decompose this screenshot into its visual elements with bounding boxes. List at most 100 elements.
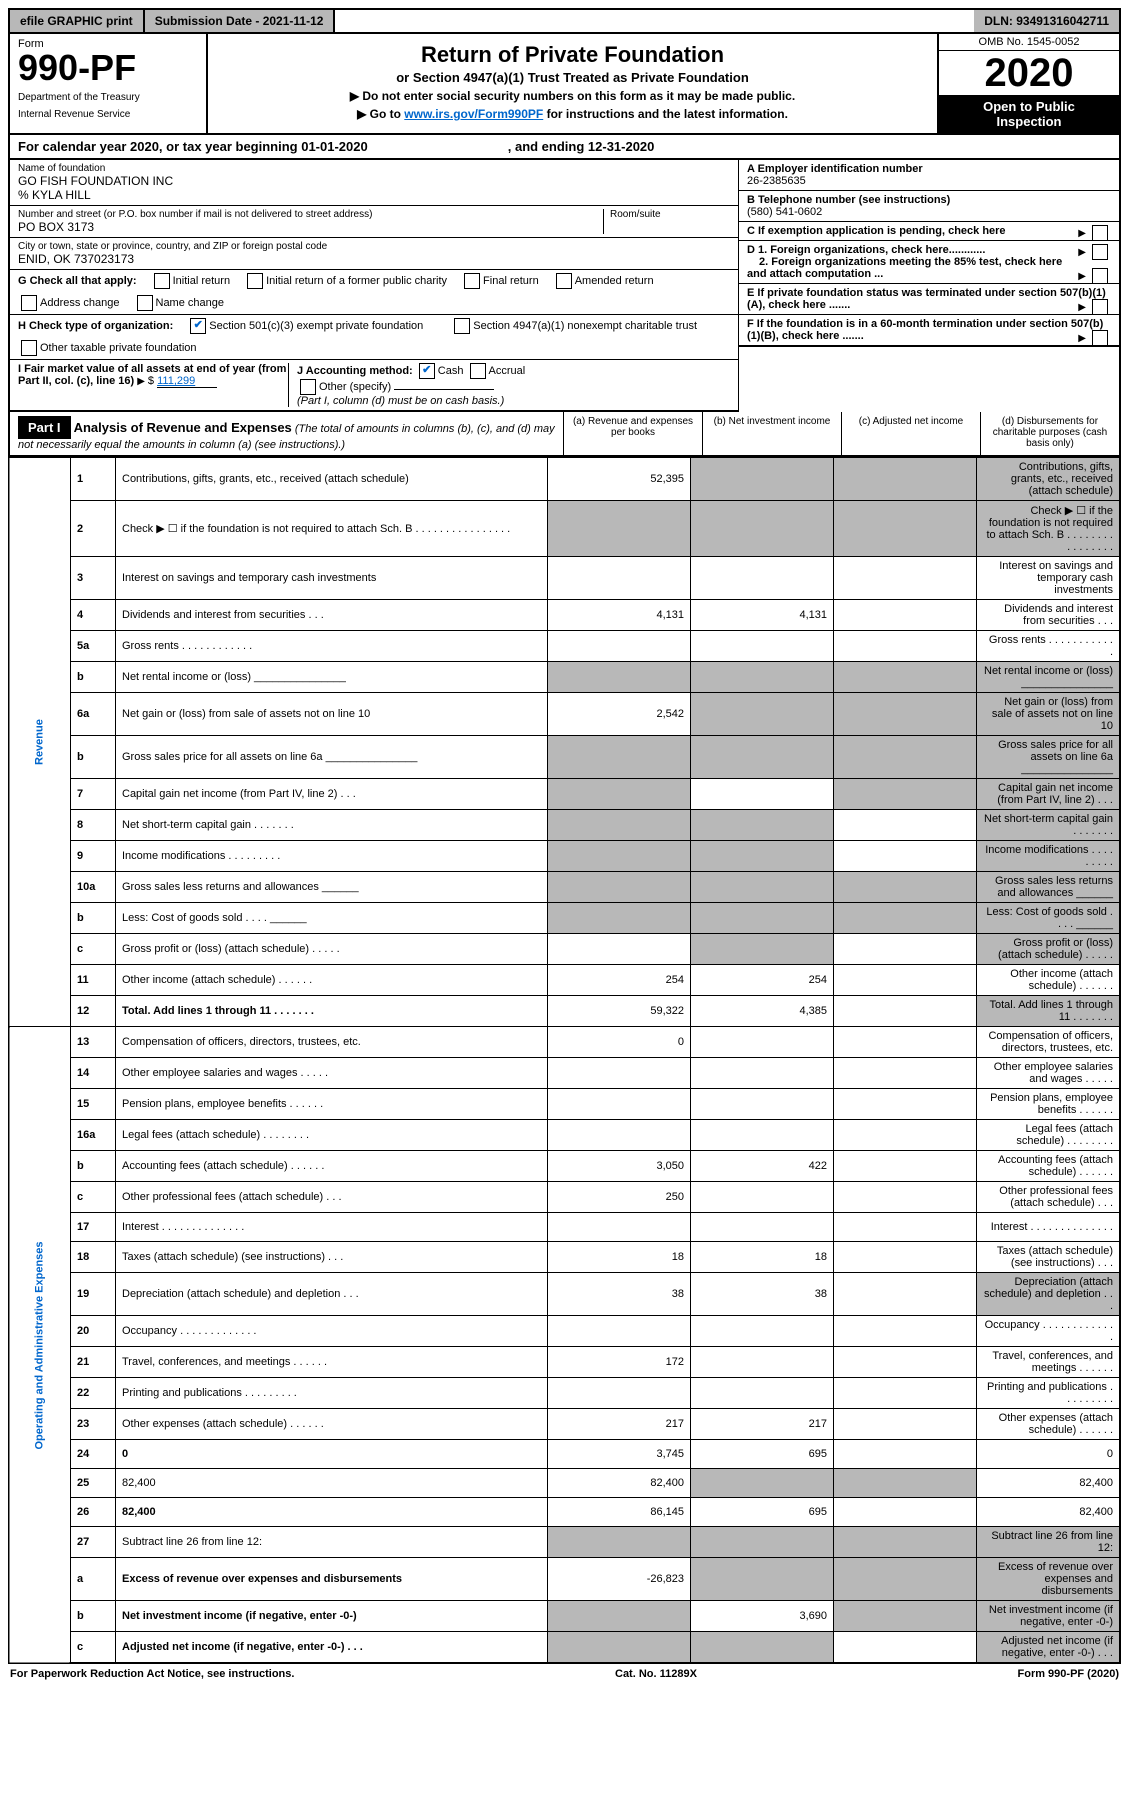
- line-number: 19: [71, 1273, 116, 1316]
- line-desc: Adjusted net income (if negative, enter …: [116, 1632, 548, 1664]
- amount-col-d: Net rental income or (loss) ____________…: [977, 662, 1121, 693]
- care-of: % KYLA HILL: [18, 188, 730, 202]
- amount-col-a: [548, 934, 691, 965]
- part1-desc: Part I Analysis of Revenue and Expenses …: [10, 412, 563, 455]
- amount-col-a: [548, 736, 691, 779]
- terminated-checkbox[interactable]: [1092, 299, 1108, 315]
- line-desc: Legal fees (attach schedule) . . . . . .…: [116, 1120, 548, 1151]
- initial-return-checkbox[interactable]: [154, 273, 170, 289]
- calendar-year-row: For calendar year 2020, or tax year begi…: [8, 135, 1121, 160]
- open-to-public: Open to Public Inspection: [939, 95, 1119, 133]
- amount-col-a: [548, 903, 691, 934]
- amount-col-d: 82,400: [977, 1498, 1121, 1527]
- final-return-checkbox[interactable]: [464, 273, 480, 289]
- amount-col-d: Subtract line 26 from line 12:: [977, 1527, 1121, 1558]
- initial-former-checkbox[interactable]: [247, 273, 263, 289]
- dept-treasury: Department of the Treasury: [18, 92, 198, 103]
- g-opt-2: Final return: [483, 275, 539, 287]
- amount-col-d: Occupancy . . . . . . . . . . . . .: [977, 1316, 1121, 1347]
- amount-col-a: [548, 1527, 691, 1558]
- inspect-line1: Open to Public: [943, 99, 1115, 114]
- amount-col-c: [834, 631, 977, 662]
- amount-col-d: Printing and publications . . . . . . . …: [977, 1378, 1121, 1409]
- omb-number: OMB No. 1545-0052: [939, 34, 1119, 51]
- other-taxable-checkbox[interactable]: [21, 340, 37, 356]
- amount-col-d: Legal fees (attach schedule) . . . . . .…: [977, 1120, 1121, 1151]
- dept-irs: Internal Revenue Service: [18, 109, 198, 120]
- amount-col-a: 250: [548, 1182, 691, 1213]
- g-label: G Check all that apply:: [18, 275, 137, 287]
- table-row: b Net rental income or (loss) ___________…: [9, 662, 1120, 693]
- ein-cell: A Employer identification number 26-2385…: [739, 160, 1119, 191]
- calendar-begin: For calendar year 2020, or tax year begi…: [18, 139, 368, 154]
- j-other: Other (specify): [319, 381, 391, 393]
- submission-date: Submission Date - 2021-11-12: [145, 10, 336, 32]
- info-right: A Employer identification number 26-2385…: [738, 160, 1119, 412]
- line-number: b: [71, 662, 116, 693]
- form-url-link[interactable]: www.irs.gov/Form990PF: [404, 107, 543, 121]
- other-method-checkbox[interactable]: [300, 379, 316, 395]
- amount-col-c: [834, 1558, 977, 1601]
- table-row: Operating and Administrative Expenses13C…: [9, 1027, 1120, 1058]
- amount-col-b: [691, 1558, 834, 1601]
- 501c3-checkbox[interactable]: [190, 318, 206, 334]
- foreign-org-checkbox[interactable]: [1092, 244, 1108, 260]
- line-desc: Interest . . . . . . . . . . . . . .: [116, 1213, 548, 1242]
- amended-return-checkbox[interactable]: [556, 273, 572, 289]
- form-subtitle: or Section 4947(a)(1) Trust Treated as P…: [214, 70, 931, 85]
- line-desc: Net investment income (if negative, ente…: [116, 1601, 548, 1632]
- amount-col-b: 3,690: [691, 1601, 834, 1632]
- exemption-pending-checkbox[interactable]: [1092, 225, 1108, 241]
- amount-col-c: [834, 872, 977, 903]
- address-change-checkbox[interactable]: [21, 295, 37, 311]
- line-desc: Less: Cost of goods sold . . . . ______: [116, 903, 548, 934]
- table-row: 17Interest . . . . . . . . . . . . . .In…: [9, 1213, 1120, 1242]
- line-number: 3: [71, 557, 116, 600]
- amount-col-d: Depreciation (attach schedule) and deple…: [977, 1273, 1121, 1316]
- amount-col-a: [548, 1089, 691, 1120]
- amount-col-d: Pension plans, employee benefits . . . .…: [977, 1089, 1121, 1120]
- amount-col-c: [834, 1089, 977, 1120]
- line-desc: Other employee salaries and wages . . . …: [116, 1058, 548, 1089]
- amount-col-b: [691, 736, 834, 779]
- accrual-checkbox[interactable]: [470, 363, 486, 379]
- amount-col-b: [691, 1316, 834, 1347]
- amount-col-c: [834, 1213, 977, 1242]
- footer-right: Form 990-PF (2020): [1018, 1668, 1119, 1680]
- fmv-value[interactable]: 111,299: [157, 375, 217, 388]
- section-j: J Accounting method: Cash Accrual Other …: [288, 363, 730, 407]
- amount-col-a: [548, 1120, 691, 1151]
- table-row: bNet investment income (if negative, ent…: [9, 1601, 1120, 1632]
- cash-checkbox[interactable]: [419, 363, 435, 379]
- 85pct-test-checkbox[interactable]: [1092, 268, 1108, 284]
- line-number: c: [71, 1182, 116, 1213]
- amount-col-c: [834, 934, 977, 965]
- street-address: PO BOX 3173: [18, 220, 603, 234]
- amount-col-b: [691, 1027, 834, 1058]
- amount-col-c: [834, 1527, 977, 1558]
- amount-col-d: Taxes (attach schedule) (see instruction…: [977, 1242, 1121, 1273]
- amount-col-b: 695: [691, 1498, 834, 1527]
- amount-col-c: [834, 1440, 977, 1469]
- amount-col-b: [691, 1378, 834, 1409]
- amount-col-a: 4,131: [548, 600, 691, 631]
- amount-col-c: [834, 903, 977, 934]
- amount-col-d: Excess of revenue over expenses and disb…: [977, 1558, 1121, 1601]
- 60month-checkbox[interactable]: [1092, 330, 1108, 346]
- line-desc: Capital gain net income (from Part IV, l…: [116, 779, 548, 810]
- line-number: b: [71, 1151, 116, 1182]
- line-number: c: [71, 934, 116, 965]
- amount-col-c: [834, 1182, 977, 1213]
- table-row: bAccounting fees (attach schedule) . . .…: [9, 1151, 1120, 1182]
- name-change-checkbox[interactable]: [137, 295, 153, 311]
- line-number: b: [71, 903, 116, 934]
- foundation-name: GO FISH FOUNDATION INC: [18, 174, 730, 188]
- amount-col-b: [691, 1632, 834, 1664]
- amount-col-b: 18: [691, 1242, 834, 1273]
- amount-col-a: 86,145: [548, 1498, 691, 1527]
- 4947a1-checkbox[interactable]: [454, 318, 470, 334]
- line-desc: Other professional fees (attach schedule…: [116, 1182, 548, 1213]
- amount-col-b: [691, 810, 834, 841]
- line-number: 20: [71, 1316, 116, 1347]
- amount-col-c: [834, 1151, 977, 1182]
